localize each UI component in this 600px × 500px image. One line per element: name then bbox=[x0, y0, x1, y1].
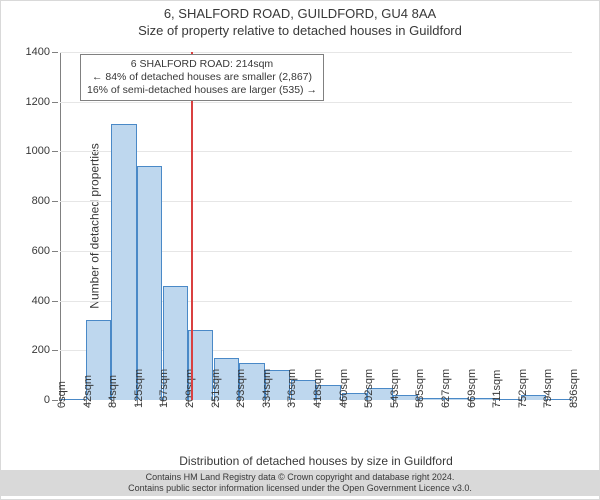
ytick-label: 800 bbox=[32, 195, 50, 207]
footer: Contains HM Land Registry data © Crown c… bbox=[0, 470, 600, 497]
xtick-label: 543sqm bbox=[389, 369, 401, 408]
xtick-label: 251sqm bbox=[210, 369, 222, 408]
annotation-box: 6 SHALFORD ROAD: 214sqm← 84% of detached… bbox=[80, 54, 324, 101]
ytick bbox=[52, 151, 58, 152]
annotation-line-1: 6 SHALFORD ROAD: 214sqm bbox=[87, 58, 317, 71]
xtick-label: 167sqm bbox=[158, 369, 170, 408]
xtick-label: 585sqm bbox=[414, 369, 426, 408]
ytick bbox=[52, 251, 58, 252]
ytick-label: 600 bbox=[32, 245, 50, 257]
xtick-label: 836sqm bbox=[568, 369, 580, 408]
ytick bbox=[52, 301, 58, 302]
x-axis-label: Distribution of detached houses by size … bbox=[60, 454, 572, 468]
xtick-label: 627sqm bbox=[440, 369, 452, 408]
y-axis-label: Number of detached properties bbox=[88, 143, 102, 308]
ytick bbox=[52, 52, 58, 53]
xtick-label: 376sqm bbox=[286, 369, 298, 408]
ytick bbox=[52, 350, 58, 351]
xtick-label: 418sqm bbox=[312, 369, 324, 408]
annotation-line-3: 16% of semi-detached houses are larger (… bbox=[87, 84, 317, 97]
xtick-label: 293sqm bbox=[235, 369, 247, 408]
ytick-label: 1200 bbox=[26, 96, 50, 108]
gridline bbox=[60, 102, 572, 103]
xtick-label: 334sqm bbox=[261, 369, 273, 408]
y-axis bbox=[60, 52, 61, 400]
histogram-chart: Number of detached properties Distributi… bbox=[60, 52, 572, 400]
footer-line-1: Contains HM Land Registry data © Crown c… bbox=[0, 472, 600, 483]
ytick bbox=[52, 201, 58, 202]
xtick-label: 711sqm bbox=[491, 370, 503, 408]
gridline bbox=[60, 151, 572, 152]
ytick bbox=[52, 102, 58, 103]
marker-line bbox=[191, 52, 193, 400]
gridline bbox=[60, 52, 572, 53]
xtick-label: 42sqm bbox=[82, 375, 94, 408]
ytick-label: 0 bbox=[44, 394, 50, 406]
xtick-label: 794sqm bbox=[542, 369, 554, 408]
ytick-label: 400 bbox=[32, 295, 50, 307]
ytick-label: 1400 bbox=[26, 46, 50, 58]
annotation-line-2: ← 84% of detached houses are smaller (2,… bbox=[87, 71, 317, 84]
xtick-label: 752sqm bbox=[517, 369, 529, 408]
xtick-label: 125sqm bbox=[133, 369, 145, 408]
ytick-label: 1000 bbox=[26, 145, 50, 157]
bar bbox=[111, 124, 136, 400]
xtick-label: 669sqm bbox=[466, 369, 478, 408]
xtick-label: 0sqm bbox=[56, 381, 68, 408]
xtick-label: 84sqm bbox=[107, 375, 119, 408]
ytick-label: 200 bbox=[32, 344, 50, 356]
bar bbox=[137, 166, 162, 400]
xtick-label: 460sqm bbox=[338, 369, 350, 408]
xtick-label: 502sqm bbox=[363, 369, 375, 408]
plot-area: Number of detached properties Distributi… bbox=[60, 52, 572, 400]
footer-line-2: Contains public sector information licen… bbox=[0, 483, 600, 494]
